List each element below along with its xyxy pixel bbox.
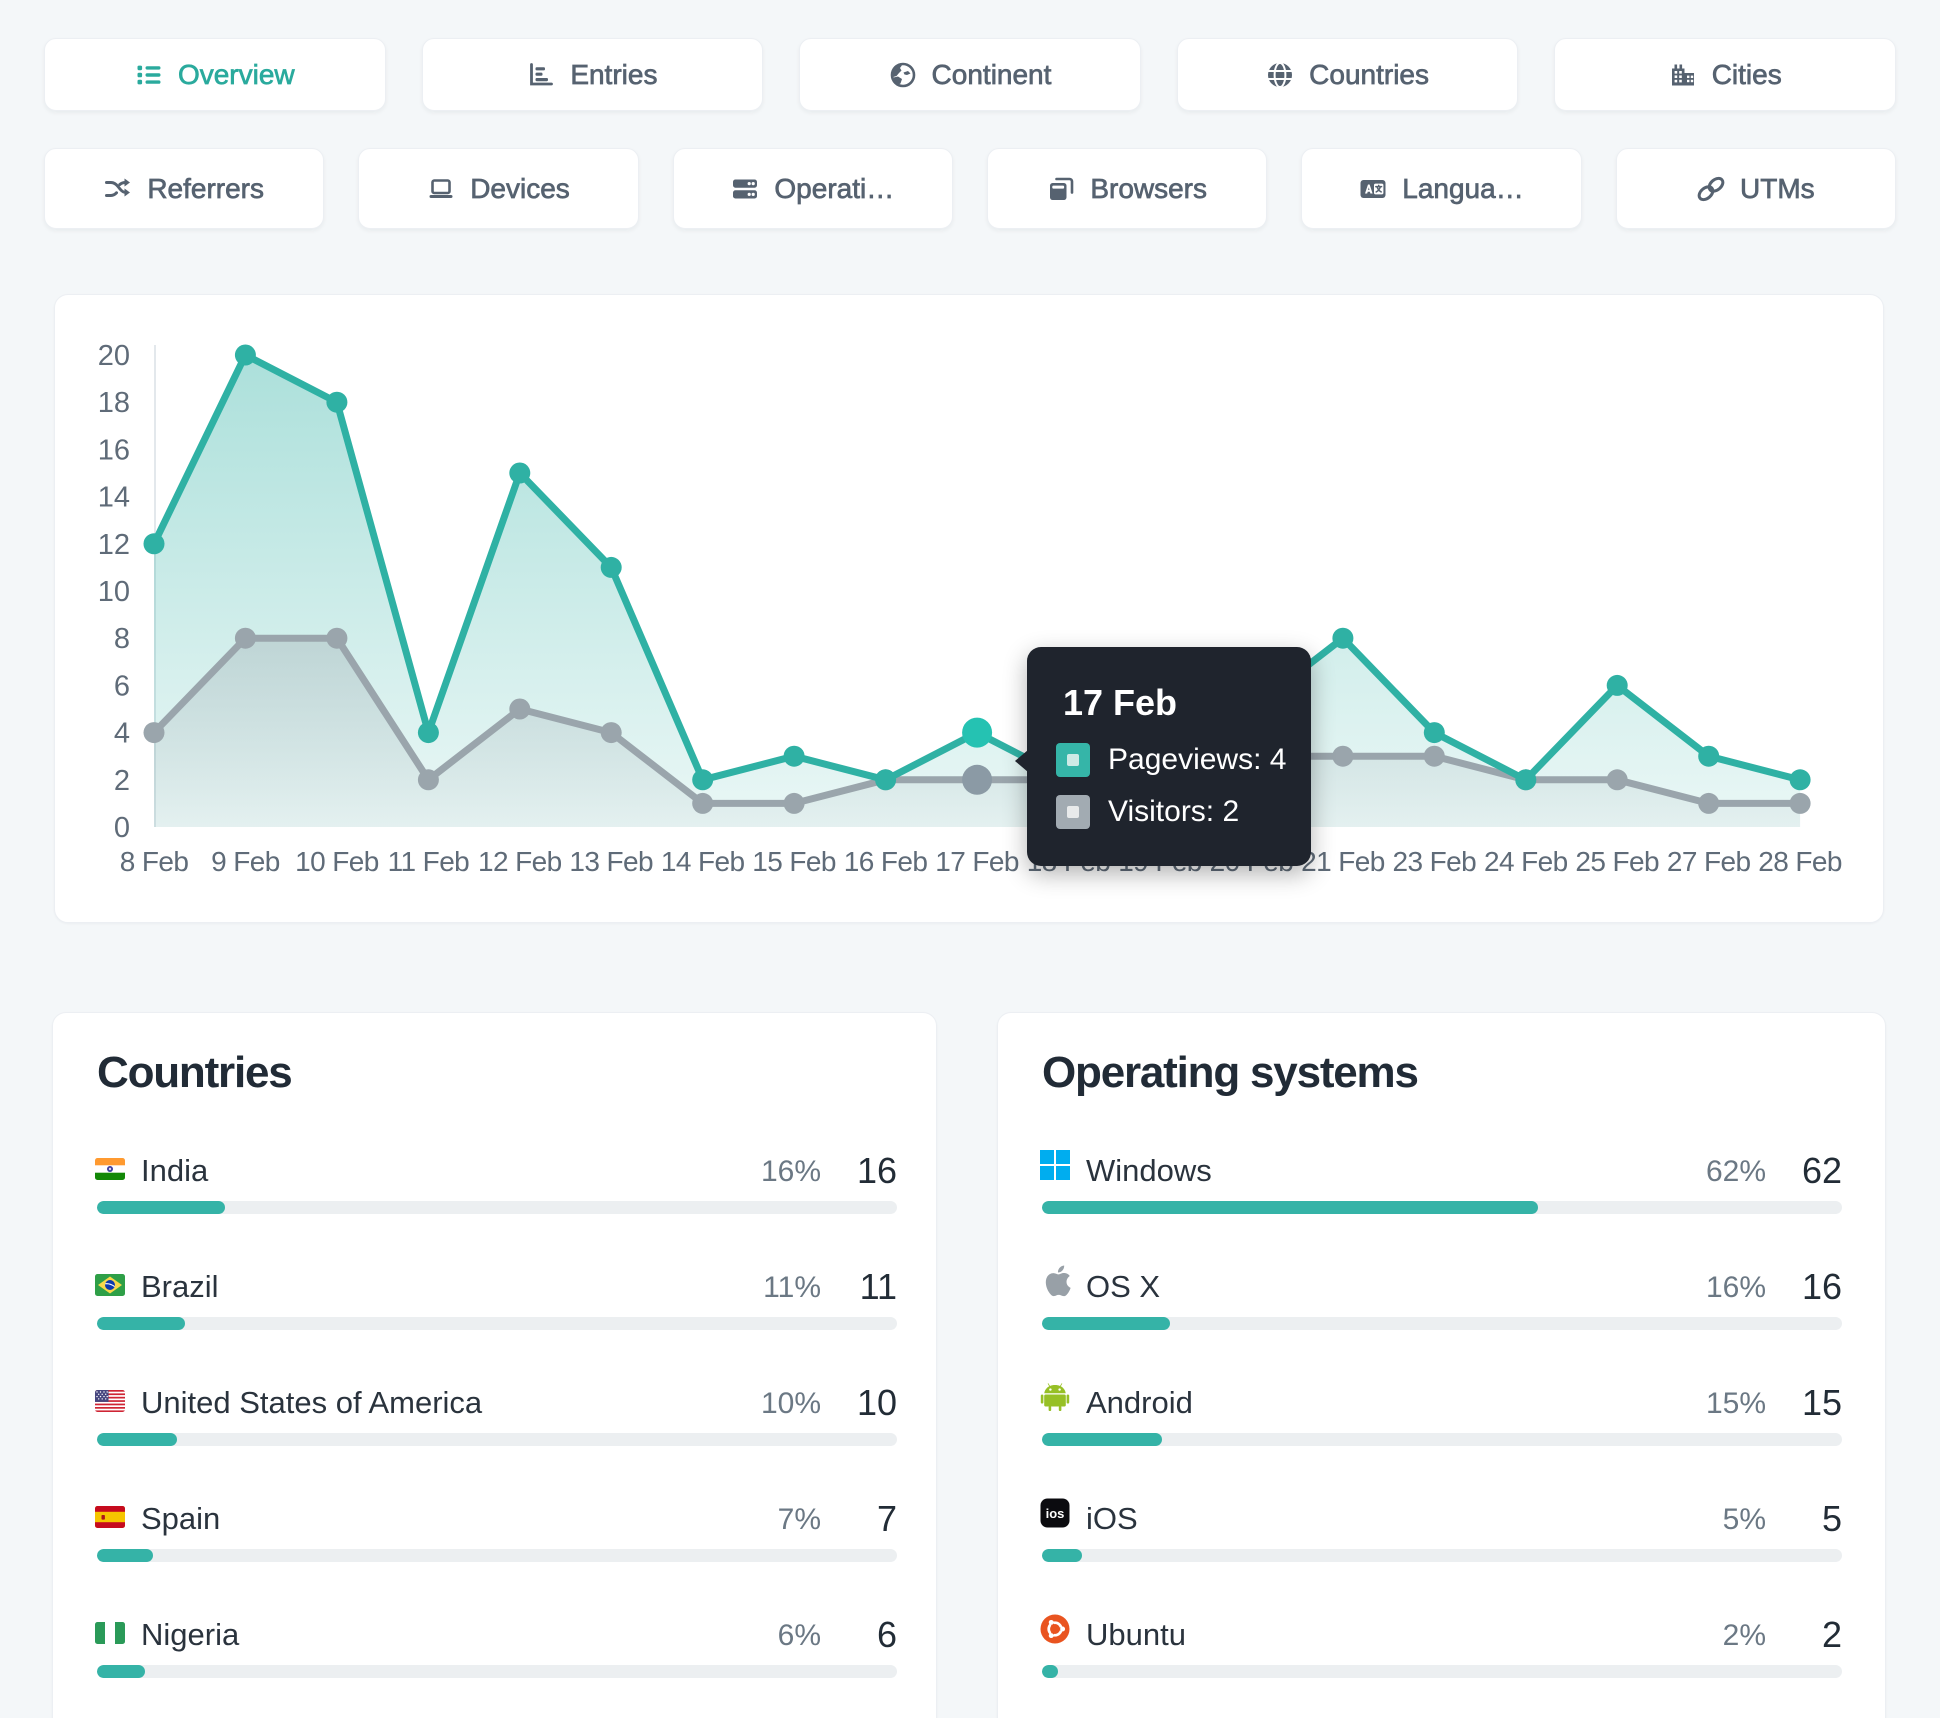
svg-text:ios: ios	[1046, 1506, 1065, 1521]
svg-text:2: 2	[114, 765, 130, 797]
svg-text:12: 12	[98, 529, 130, 561]
svg-text:8 Feb: 8 Feb	[120, 846, 189, 877]
svg-text:17 Feb: 17 Feb	[935, 846, 1019, 877]
svg-text:6: 6	[114, 670, 130, 702]
svg-text:27 Feb: 27 Feb	[1667, 846, 1751, 877]
svg-text:23 Feb: 23 Feb	[1393, 846, 1477, 877]
svg-text:14 Feb: 14 Feb	[661, 846, 745, 877]
svg-text:16 Feb: 16 Feb	[844, 846, 928, 877]
svg-text:13 Feb: 13 Feb	[569, 846, 653, 877]
svg-text:18: 18	[98, 387, 130, 419]
svg-text:10: 10	[98, 576, 130, 608]
svg-text:4: 4	[114, 718, 130, 750]
svg-text:10 Feb: 10 Feb	[295, 846, 379, 877]
svg-text:11 Feb: 11 Feb	[388, 846, 470, 877]
svg-text:16: 16	[98, 434, 130, 466]
svg-text:14: 14	[98, 482, 130, 514]
svg-text:15 Feb: 15 Feb	[752, 846, 836, 877]
svg-text:21 Feb: 21 Feb	[1301, 846, 1385, 877]
svg-text:25 Feb: 25 Feb	[1575, 846, 1659, 877]
svg-text:0: 0	[114, 812, 130, 844]
svg-text:24 Feb: 24 Feb	[1484, 846, 1568, 877]
svg-text:20: 20	[98, 340, 130, 372]
svg-text:28 Feb: 28 Feb	[1758, 846, 1842, 877]
svg-text:12 Feb: 12 Feb	[478, 846, 562, 877]
svg-text:8: 8	[114, 623, 130, 655]
svg-text:9 Feb: 9 Feb	[211, 846, 280, 877]
